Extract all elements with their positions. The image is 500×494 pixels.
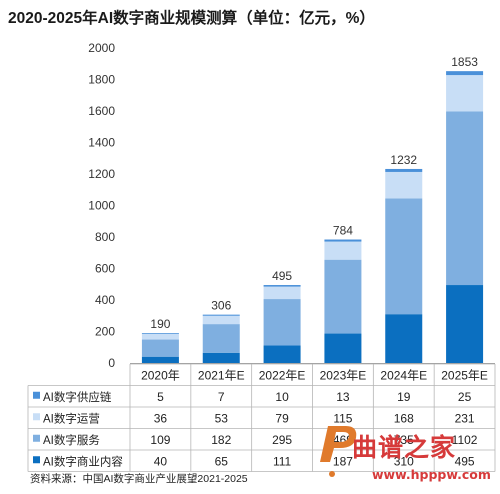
x-tick-label: 2020年 [141, 368, 180, 382]
data-label: 25 [458, 390, 472, 404]
data-label: 36 [154, 411, 168, 425]
bar-segment [263, 345, 301, 363]
data-label: 65 [215, 454, 229, 468]
data-label: 19 [397, 390, 411, 404]
data-label: 40 [154, 454, 168, 468]
bar-segment [202, 352, 240, 363]
data-label: 295 [272, 433, 292, 447]
bar-total-label: 784 [333, 224, 353, 238]
legend-swatch [33, 434, 40, 442]
bar-segment [324, 333, 362, 363]
bar-segment [263, 285, 301, 287]
watermark-text: 曲谱之家 [352, 433, 457, 462]
bar-segment [202, 314, 240, 316]
bar-segment [446, 285, 484, 363]
bar-total-label: 190 [150, 317, 170, 331]
y-tick-label: 1600 [88, 104, 115, 118]
data-label: 109 [150, 433, 170, 447]
legend-swatch [33, 413, 40, 421]
data-label: 187 [333, 454, 353, 468]
bar-segment [385, 171, 423, 199]
bar-segment [324, 259, 362, 334]
bar-total-label: 495 [272, 269, 292, 283]
data-label: 182 [211, 433, 231, 447]
bar-segment [385, 168, 423, 172]
data-label: 13 [336, 390, 350, 404]
y-tick-label: 200 [95, 325, 115, 339]
legend-label: AI数字供应链 [43, 390, 112, 404]
bar-segment [141, 339, 179, 357]
data-label: 7 [218, 390, 225, 404]
data-label: 53 [215, 411, 229, 425]
x-tick-label: 2025年E [441, 368, 488, 382]
bar-total-label: 1853 [451, 55, 478, 69]
y-tick-label: 400 [95, 293, 115, 307]
data-label: 10 [275, 390, 289, 404]
data-label: 231 [455, 411, 475, 425]
bar-total-label: 306 [211, 299, 231, 313]
y-tick-label: 1200 [88, 167, 115, 181]
y-tick-label: 1400 [88, 136, 115, 150]
legend-label: AI数字运营 [43, 411, 100, 425]
legend-label: AI数字服务 [43, 433, 100, 447]
bar-segment [324, 239, 362, 242]
bar-segment [446, 75, 484, 112]
x-tick-label: 2024年E [380, 368, 427, 382]
y-tick-label: 600 [95, 262, 115, 276]
bar-segment [324, 241, 362, 260]
x-tick-label: 2021年E [198, 368, 245, 382]
legend-swatch [33, 391, 40, 399]
bar-segment [446, 111, 484, 286]
bar-segment [202, 324, 240, 353]
y-tick-label: 1800 [88, 73, 115, 87]
data-label: 1102 [452, 433, 478, 447]
watermark-logo [320, 426, 357, 477]
bar-segment [263, 286, 301, 300]
bar-segment [141, 333, 179, 334]
bar-total-label: 1232 [390, 153, 417, 167]
data-label: 79 [275, 411, 289, 425]
y-tick-label: 1000 [88, 199, 115, 213]
data-label: 111 [273, 454, 292, 468]
watermark-url: www.hpppw.com [372, 467, 491, 482]
chart-title: 2020-2025年AI数字商业规模测算（单位：亿元，%） [8, 10, 375, 27]
legend-label: AI数字商业内容 [43, 454, 123, 468]
data-label: 495 [455, 454, 475, 468]
x-tick-label: 2023年E [320, 368, 367, 382]
data-label: 115 [333, 411, 352, 425]
bar-segment [385, 314, 423, 363]
bar-segment [141, 356, 179, 363]
source-note: 资料来源：中国AI数字商业产业展望2021-2025 [30, 473, 248, 485]
y-tick-label: 800 [95, 230, 115, 244]
bar-segment [141, 333, 179, 340]
data-label: 310 [394, 454, 414, 468]
legend-swatch [33, 456, 40, 464]
bar-segment [202, 315, 240, 325]
bar-segment [446, 71, 484, 76]
y-tick-label: 0 [108, 356, 115, 370]
y-tick-label: 2000 [88, 41, 115, 55]
data-label: 168 [394, 411, 414, 425]
data-label: 5 [157, 390, 164, 404]
bar-segment [263, 299, 301, 346]
x-tick-label: 2022年E [259, 368, 306, 382]
data-label: 735 [394, 433, 414, 447]
bar-segment [385, 198, 423, 315]
